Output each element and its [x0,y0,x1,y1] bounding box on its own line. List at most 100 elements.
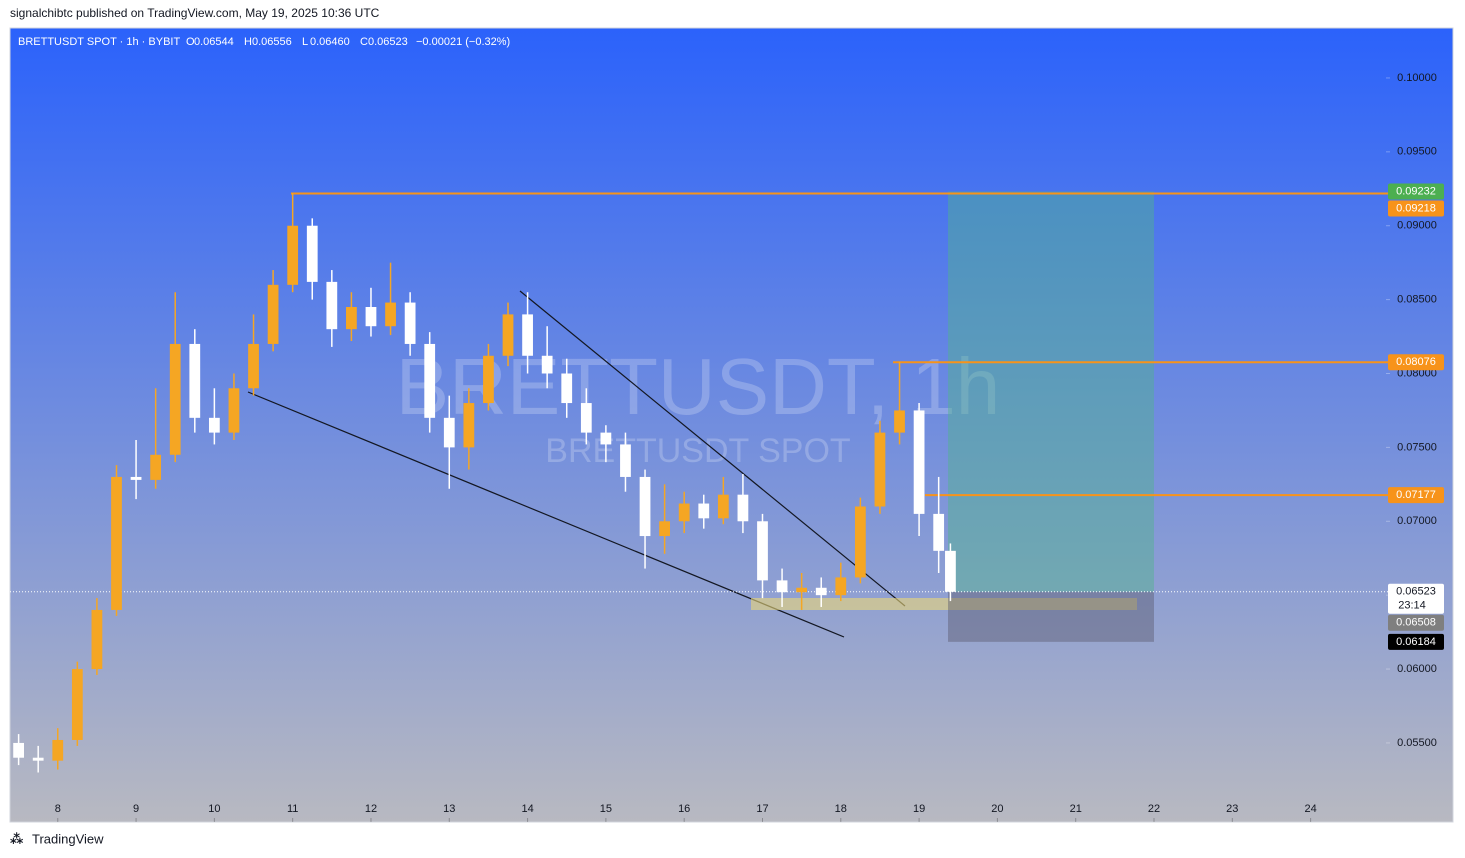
ohlc-key: H [244,36,252,48]
trend-line [519,290,906,607]
candle-body [91,609,103,670]
watermark-sub: BRETTUSDT SPOT [545,432,850,470]
candle-body [737,494,749,522]
x-tick-label: 20 [991,803,1003,815]
candle-body [463,403,475,448]
symbol: BRETTUSDT SPOT · 1h · BYBIT [18,36,180,48]
candle-body [639,476,651,537]
candle-body [541,355,553,374]
y-tick-label: 0.10000 [1397,72,1437,84]
price-tag-label: 0.06184 [1396,636,1436,648]
candle-body [71,669,83,740]
candle-body [600,432,612,445]
x-tick-label: 18 [835,803,847,815]
x-tick-label: 17 [756,803,768,815]
x-tick-label: 12 [365,803,377,815]
y-tick-label: 0.08000 [1397,367,1437,379]
candle-body [894,410,905,433]
candle-body [130,476,142,480]
candle-body [13,742,24,758]
y-tick-label: 0.09000 [1397,220,1437,232]
candle-body [913,410,925,514]
price-tag-label: 0.07177 [1396,489,1436,501]
candle-body [580,403,592,433]
candle-body [248,343,259,389]
candle-body [52,739,64,761]
x-tick-label: 13 [443,803,455,815]
price-tag-label: 0.08076 [1396,356,1436,368]
ohlc-key: L [302,36,308,48]
price-tag [1388,614,1444,631]
candle-body [933,513,945,551]
x-tick-label: 23 [1226,803,1238,815]
candle-body [835,577,847,596]
candle-body [326,281,338,330]
candle-body [267,284,279,344]
y-tick-label: 0.06000 [1397,663,1437,675]
countdown: 23:14 [1398,600,1426,612]
ohlc-key: O [186,36,195,48]
x-tick-label: 19 [913,803,925,815]
chart-area [9,27,1454,823]
x-tick-label: 10 [208,803,220,815]
support-zone [751,598,1137,610]
profit-zone [948,191,1154,592]
price-tag [1388,487,1444,504]
brand: TradingView [32,831,104,846]
candle-body [815,587,827,596]
candle-body [796,587,808,593]
x-tick-label: 24 [1304,803,1316,815]
publisher: signalchibtc published on TradingView.co… [10,6,380,20]
price-tag-label: 0.09232 [1396,185,1436,197]
ohlc-value: 0.06460 [310,36,350,48]
y-tick-label: 0.08500 [1397,294,1437,306]
trend-line [247,391,845,638]
price-tag [1388,633,1444,650]
y-tick-label: 0.07500 [1397,441,1437,453]
candle-body [404,302,416,344]
price-tag-label: 0.09218 [1396,202,1436,214]
candle-body [483,355,494,404]
candle-body [346,307,357,330]
ohlc-value: 0.06544 [194,36,234,48]
candle-body [365,307,377,327]
loss-zone [948,591,1154,642]
candle-body [150,454,162,480]
x-tick-label: 15 [600,803,612,815]
candle-body [287,225,299,285]
x-tick-label: 8 [55,803,61,815]
price-tag-label: 0.06523 [1396,586,1436,598]
price-tag [1388,583,1444,614]
ohlc-value: 0.06523 [368,36,408,48]
y-tick-label: 0.05500 [1397,737,1437,749]
change: −0.00021 (−0.32%) [416,36,510,48]
candle-body [561,373,573,404]
candle-body [874,432,886,507]
candle-body [424,343,436,418]
candle-body [717,494,729,519]
candle-body [698,503,710,519]
candle-body [757,521,768,581]
price-tag [1388,183,1444,200]
x-tick-label: 22 [1148,803,1160,815]
x-tick-label: 14 [521,803,533,815]
y-tick-label: 0.07000 [1397,515,1437,527]
candle-body [189,343,201,418]
candle-body [169,343,181,455]
price-tag-label: 0.06508 [1396,617,1436,629]
ohlc-value: 0.06556 [252,36,292,48]
plot: 0.055000.060000.065000.070000.075000.080… [10,72,1444,822]
brand-icon: ⁂ [10,831,24,846]
x-tick-label: 9 [133,803,139,815]
x-tick-label: 16 [678,803,690,815]
candle-body [522,314,533,356]
candle-body [945,550,956,592]
price-tag [1388,354,1444,371]
candle-body [678,503,690,522]
candle-body [620,444,631,477]
y-tick-label: 0.09500 [1397,146,1437,158]
price-tag [1388,200,1444,217]
x-tick-label: 21 [1070,803,1082,815]
